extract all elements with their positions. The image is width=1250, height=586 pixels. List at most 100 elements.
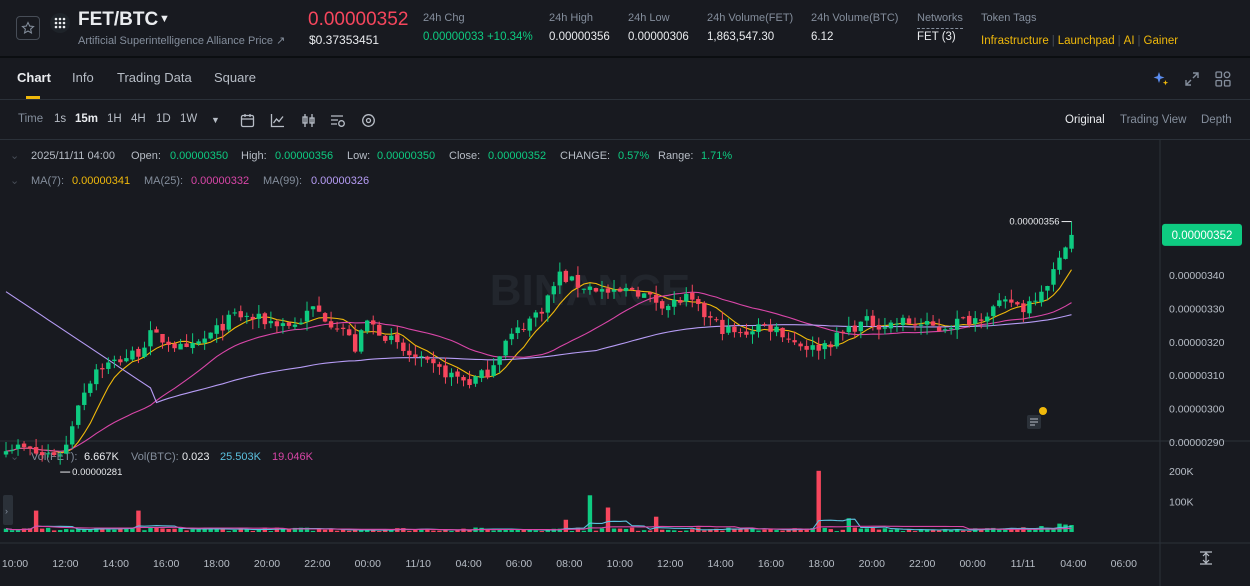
volume-bar	[888, 529, 894, 532]
calendar-icon[interactable]	[238, 111, 256, 129]
candle-body	[124, 358, 129, 362]
volume-bar	[569, 530, 575, 532]
candle-body	[985, 316, 990, 322]
candle-body	[443, 365, 448, 378]
candle-body	[82, 392, 87, 405]
candle-body	[425, 356, 430, 360]
view-original[interactable]: Original	[1065, 114, 1105, 126]
candle	[1021, 299, 1026, 323]
interval-15m[interactable]: 15m	[75, 113, 99, 125]
indicator-icon[interactable]	[268, 111, 286, 129]
candle	[232, 308, 237, 316]
candle-body	[936, 327, 942, 331]
candle-body	[130, 350, 135, 360]
pair-full-name-link[interactable]: Artificial Superintelligence Alliance Pr…	[78, 35, 286, 47]
candle	[94, 364, 99, 391]
candle-body	[816, 344, 821, 351]
notes-icon[interactable]	[1027, 407, 1047, 429]
ma99-line	[5, 291, 1072, 404]
candle	[666, 304, 671, 318]
candle-body	[828, 344, 833, 348]
volume-bar	[744, 527, 749, 532]
candle-body	[449, 372, 454, 378]
token-tag[interactable]: AI	[1123, 35, 1135, 47]
ai-sparkle-icon[interactable]	[1152, 70, 1170, 88]
candle-type-icon[interactable]	[299, 111, 317, 129]
time-axis-tick: 20:00	[254, 558, 280, 570]
candle-body	[954, 318, 960, 330]
candle-body	[401, 342, 406, 351]
candle	[876, 318, 882, 340]
volume-bar	[425, 528, 430, 532]
layout-grid-icon[interactable]	[1214, 70, 1232, 88]
tab-trading-data[interactable]: Trading Data	[117, 70, 192, 85]
interval-1s[interactable]: 1s	[54, 113, 67, 125]
candle	[21, 441, 27, 451]
view-trading-view[interactable]: Trading View	[1120, 114, 1187, 126]
stat-label: 24h Volume(FET)	[707, 12, 794, 24]
candle	[991, 304, 996, 326]
markers: 0.00000352 0.00000356 0.00000281	[60, 217, 1242, 478]
ohlc-high: 0.00000356	[275, 150, 333, 162]
candle	[852, 320, 858, 338]
candle-body	[840, 331, 845, 333]
candle	[967, 311, 972, 328]
expand-icon[interactable]	[1183, 70, 1201, 88]
reset-axis-icon[interactable]	[1200, 551, 1212, 565]
volume-bar	[316, 528, 322, 532]
candle	[1003, 295, 1008, 309]
interval-1h[interactable]: 1H	[107, 113, 122, 125]
candle	[214, 318, 219, 343]
scroll-left-handle[interactable]: ›	[3, 495, 13, 525]
ohlc-close: 0.00000352	[488, 150, 546, 162]
candle-body	[563, 270, 569, 282]
token-tag[interactable]: Launchpad	[1057, 35, 1115, 47]
volume-bar	[94, 527, 99, 532]
candle-body	[912, 324, 918, 326]
volume-bar	[702, 530, 707, 532]
interval-1d[interactable]: 1D	[156, 113, 171, 125]
volume-axis-tick: 100K	[1169, 496, 1194, 508]
stat-24h-high: 24h High 0.00000356	[549, 12, 610, 43]
collapse-icon[interactable]: ⌄	[10, 451, 19, 463]
volume-bar	[738, 528, 743, 532]
candlestick-chart[interactable]: BINANCE ⌄ 2025/11/11 04:00 Open: 0.00000…	[0, 140, 1250, 586]
tab-chart[interactable]: Chart	[17, 70, 51, 85]
collapse-icon[interactable]: ⌄	[10, 175, 19, 187]
panel-tabs: Chart Info Trading Data Square	[0, 58, 1250, 100]
candle	[389, 328, 394, 345]
interval-more-icon[interactable]: ▼	[211, 115, 220, 125]
volume-bar	[9, 530, 15, 532]
favorite-button[interactable]	[16, 16, 40, 40]
tab-info[interactable]: Info	[72, 70, 94, 85]
candle	[178, 338, 183, 350]
candle-body	[352, 334, 358, 352]
pair-selector[interactable]: FET/BTC	[78, 9, 159, 30]
interval-1w[interactable]: 1W	[180, 113, 198, 125]
volume-bar	[70, 529, 75, 532]
token-tag[interactable]: Gainer	[1143, 35, 1179, 47]
gear-icon[interactable]	[359, 111, 377, 129]
view-depth[interactable]: Depth	[1201, 114, 1232, 126]
volume-bar	[810, 528, 815, 532]
volume-bar	[467, 530, 472, 532]
candle	[587, 283, 593, 295]
candle	[696, 296, 701, 312]
interval-4h[interactable]: 4H	[131, 113, 146, 125]
candles	[3, 221, 1074, 465]
candle	[244, 312, 249, 324]
caret-down-icon[interactable]: ▼	[159, 13, 170, 25]
volume-bar	[672, 530, 677, 532]
ma7-label: MA(7):	[31, 175, 64, 187]
time-axis-tick: 00:00	[355, 558, 381, 570]
stat-networks[interactable]: Networks FET (3)	[917, 12, 963, 43]
candle	[641, 292, 647, 298]
candle	[371, 315, 376, 335]
tab-square[interactable]: Square	[214, 70, 256, 85]
settings-list-icon[interactable]	[329, 111, 347, 129]
token-tag[interactable]: Infrastructure	[981, 35, 1049, 47]
volume-bar	[45, 527, 51, 532]
collapse-icon[interactable]: ⌄	[10, 150, 19, 162]
candle	[166, 336, 171, 352]
volume-bar	[238, 528, 243, 532]
